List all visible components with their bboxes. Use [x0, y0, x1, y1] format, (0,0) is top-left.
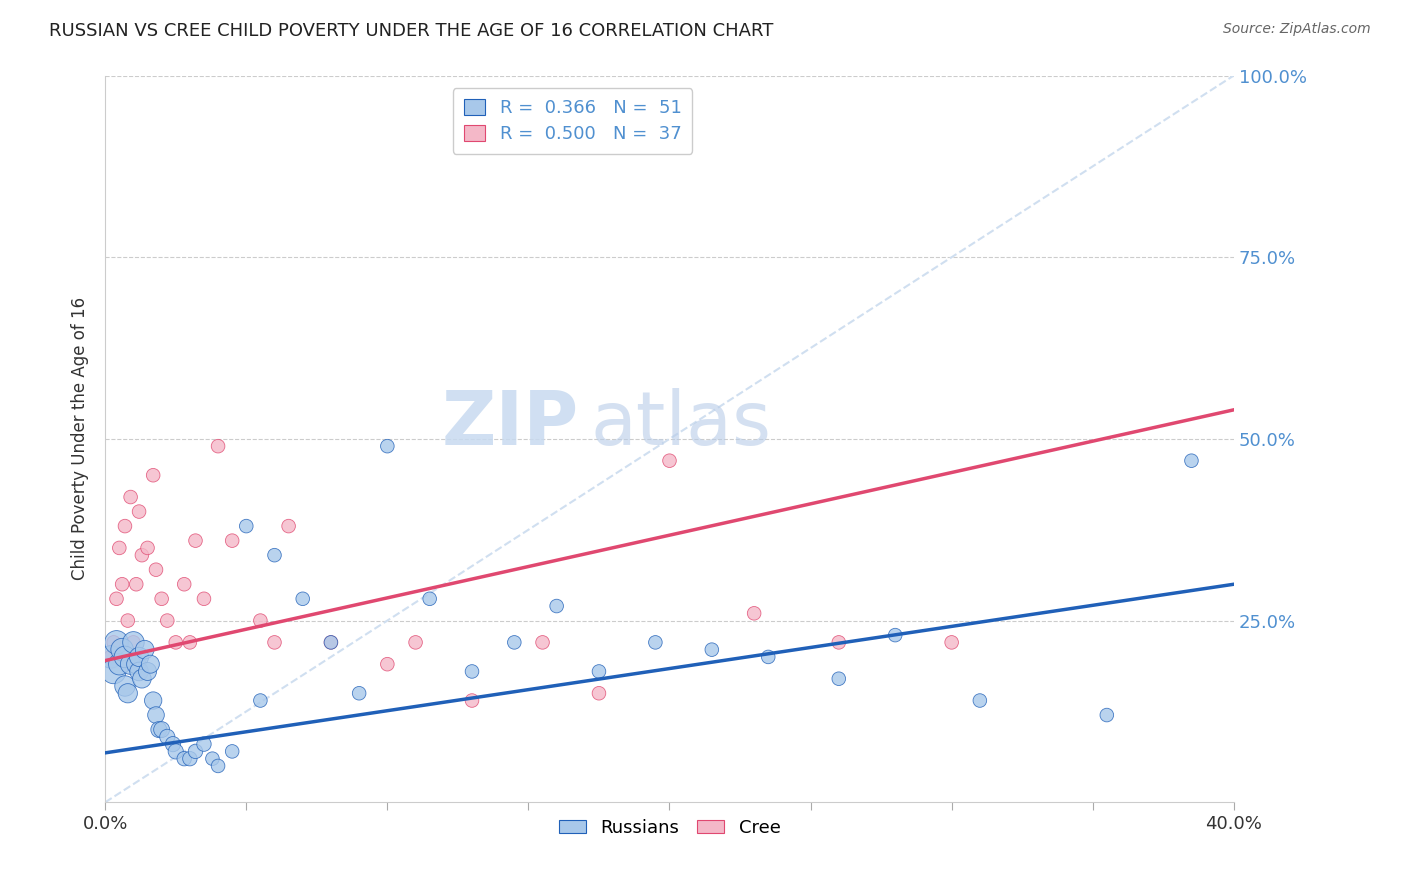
Point	[117, 686, 139, 700]
Point	[405, 635, 427, 649]
Point	[105, 591, 128, 606]
Point	[193, 737, 215, 751]
Point	[377, 657, 399, 672]
Point	[277, 519, 299, 533]
Point	[1180, 453, 1202, 467]
Legend: Russians, Cree: Russians, Cree	[551, 812, 787, 844]
Point	[658, 453, 681, 467]
Point	[588, 686, 610, 700]
Point	[319, 635, 342, 649]
Point	[173, 752, 195, 766]
Point	[263, 635, 285, 649]
Point	[100, 649, 122, 664]
Point	[235, 519, 257, 533]
Point	[142, 468, 165, 483]
Point	[100, 649, 122, 664]
Point	[531, 635, 554, 649]
Point	[103, 665, 125, 679]
Text: RUSSIAN VS CREE CHILD POVERTY UNDER THE AGE OF 16 CORRELATION CHART: RUSSIAN VS CREE CHILD POVERTY UNDER THE …	[49, 22, 773, 40]
Point	[120, 490, 142, 504]
Point	[145, 708, 167, 723]
Point	[111, 577, 134, 591]
Point	[546, 599, 568, 613]
Point	[156, 614, 179, 628]
Point	[249, 693, 271, 707]
Point	[150, 591, 173, 606]
Point	[377, 439, 399, 453]
Point	[1095, 708, 1118, 723]
Point	[145, 563, 167, 577]
Point	[125, 577, 148, 591]
Point	[969, 693, 991, 707]
Point	[103, 635, 125, 649]
Point	[139, 657, 162, 672]
Point	[148, 723, 170, 737]
Point	[207, 759, 229, 773]
Point	[131, 548, 153, 562]
Point	[319, 635, 342, 649]
Point	[120, 657, 142, 672]
Point	[111, 642, 134, 657]
Point	[128, 649, 150, 664]
Point	[828, 635, 851, 649]
Point	[941, 635, 963, 649]
Text: Source: ZipAtlas.com: Source: ZipAtlas.com	[1223, 22, 1371, 37]
Point	[644, 635, 666, 649]
Point	[884, 628, 907, 642]
Point	[125, 657, 148, 672]
Point	[165, 635, 187, 649]
Point	[108, 541, 131, 555]
Point	[179, 752, 201, 766]
Point	[165, 744, 187, 758]
Point	[128, 505, 150, 519]
Point	[105, 635, 128, 649]
Point	[700, 642, 723, 657]
Point	[828, 672, 851, 686]
Point	[128, 665, 150, 679]
Point	[503, 635, 526, 649]
Point	[114, 679, 136, 693]
Point	[221, 533, 243, 548]
Point	[249, 614, 271, 628]
Point	[122, 635, 145, 649]
Text: atlas: atlas	[591, 388, 772, 461]
Point	[461, 665, 484, 679]
Point	[136, 541, 159, 555]
Point	[156, 730, 179, 744]
Point	[179, 635, 201, 649]
Point	[117, 614, 139, 628]
Point	[263, 548, 285, 562]
Point	[756, 649, 779, 664]
Point	[173, 577, 195, 591]
Point	[134, 642, 156, 657]
Point	[419, 591, 441, 606]
Point	[108, 657, 131, 672]
Point	[221, 744, 243, 758]
Point	[184, 533, 207, 548]
Point	[131, 672, 153, 686]
Point	[742, 607, 765, 621]
Y-axis label: Child Poverty Under the Age of 16: Child Poverty Under the Age of 16	[72, 297, 89, 581]
Point	[122, 635, 145, 649]
Point	[207, 439, 229, 453]
Point	[184, 744, 207, 758]
Point	[588, 665, 610, 679]
Point	[291, 591, 314, 606]
Point	[136, 665, 159, 679]
Point	[347, 686, 370, 700]
Point	[142, 693, 165, 707]
Point	[193, 591, 215, 606]
Point	[162, 737, 184, 751]
Text: ZIP: ZIP	[441, 388, 579, 461]
Point	[114, 649, 136, 664]
Point	[150, 723, 173, 737]
Point	[201, 752, 224, 766]
Point	[461, 693, 484, 707]
Point	[114, 519, 136, 533]
